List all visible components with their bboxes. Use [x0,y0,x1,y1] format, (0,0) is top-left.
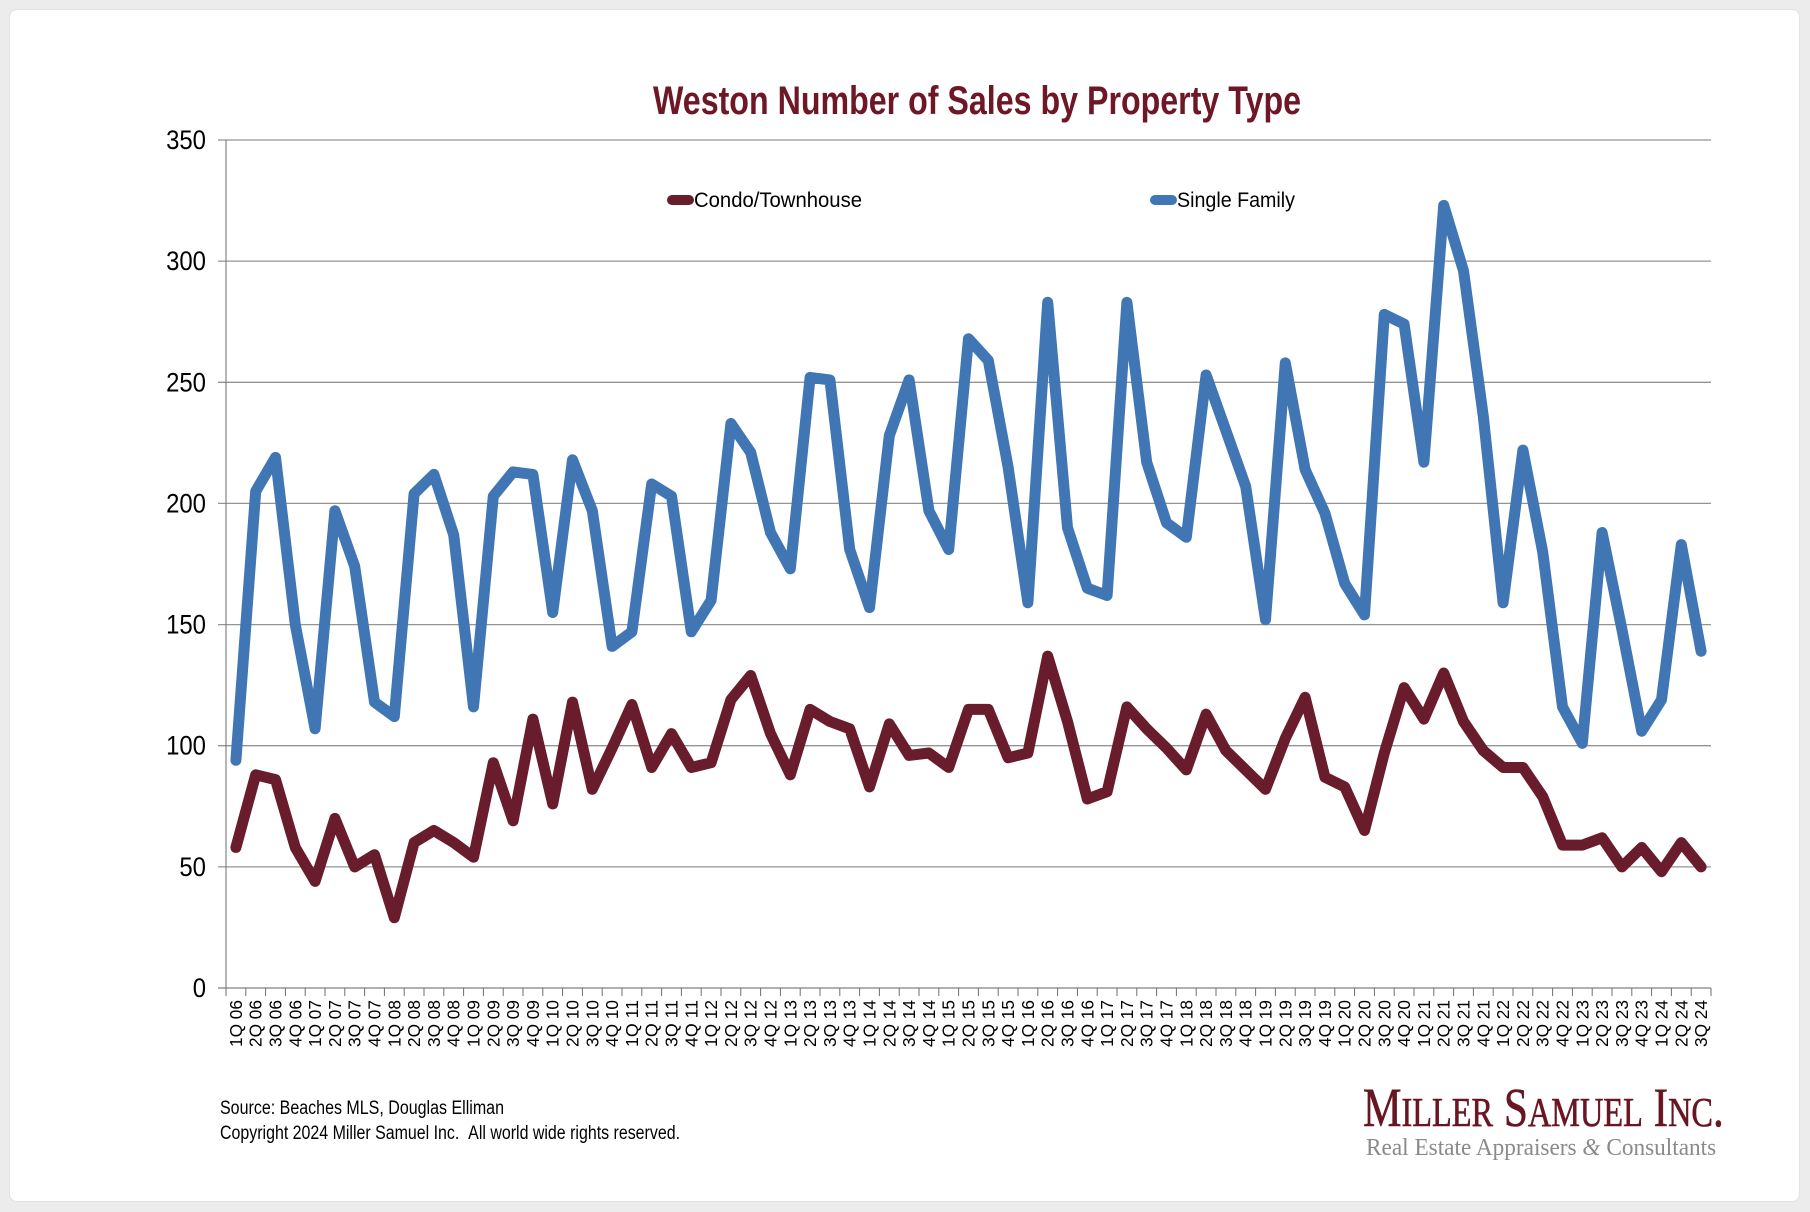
svg-text:4Q 23: 4Q 23 [1632,1000,1652,1047]
svg-text:1Q 17: 1Q 17 [1097,1000,1117,1047]
svg-text:2Q 21: 2Q 21 [1434,1000,1454,1047]
svg-text:3Q 22: 3Q 22 [1533,1000,1553,1047]
svg-text:2Q 20: 2Q 20 [1355,1000,1375,1047]
svg-text:1Q 08: 1Q 08 [384,1000,404,1047]
svg-text:4Q 10: 4Q 10 [602,1000,622,1047]
svg-text:1Q 15: 1Q 15 [939,1000,959,1047]
svg-text:2Q 07: 2Q 07 [325,1000,345,1047]
svg-text:3Q 19: 3Q 19 [1295,1000,1315,1047]
svg-text:1Q 20: 1Q 20 [1335,1000,1355,1047]
svg-text:2Q 14: 2Q 14 [879,1000,899,1047]
svg-text:350: 350 [166,125,206,155]
svg-text:100: 100 [166,731,206,761]
svg-text:4Q 15: 4Q 15 [998,1000,1018,1047]
svg-text:1Q 21: 1Q 21 [1414,1000,1434,1047]
svg-text:3Q 07: 3Q 07 [345,1000,365,1047]
svg-text:1Q 09: 1Q 09 [464,1000,484,1047]
svg-text:4Q 22: 4Q 22 [1553,1000,1573,1047]
svg-text:1Q 06: 1Q 06 [226,1000,246,1047]
svg-text:1Q 10: 1Q 10 [543,1000,563,1047]
svg-text:3Q 10: 3Q 10 [582,1000,602,1047]
svg-text:Real Estate Appraisers & Consu: Real Estate Appraisers & Consultants [1366,1135,1716,1161]
svg-text:3Q 15: 3Q 15 [978,1000,998,1047]
svg-text:1Q 12: 1Q 12 [701,1000,721,1047]
svg-text:3Q 09: 3Q 09 [503,1000,523,1047]
svg-text:2Q 17: 2Q 17 [1117,1000,1137,1047]
svg-text:1Q 13: 1Q 13 [780,1000,800,1047]
svg-text:3Q 14: 3Q 14 [899,1000,919,1047]
svg-text:MILLER SAMUEL INC.: MILLER SAMUEL INC. [1363,1077,1724,1138]
svg-text:4Q 12: 4Q 12 [761,1000,781,1047]
svg-text:1Q 18: 1Q 18 [1176,1000,1196,1047]
svg-text:3Q 12: 3Q 12 [741,1000,761,1047]
svg-text:4Q 14: 4Q 14 [919,1000,939,1047]
svg-text:2Q 09: 2Q 09 [483,1000,503,1047]
svg-text:1Q 19: 1Q 19 [1256,1000,1276,1047]
svg-text:1Q 22: 1Q 22 [1493,1000,1513,1047]
svg-text:1Q 14: 1Q 14 [860,1000,880,1047]
svg-text:3Q 21: 3Q 21 [1454,1000,1474,1047]
svg-text:4Q 21: 4Q 21 [1473,1000,1493,1047]
svg-text:2Q 12: 2Q 12 [721,1000,741,1047]
svg-text:4Q 13: 4Q 13 [840,1000,860,1047]
svg-text:0: 0 [193,973,206,1003]
svg-text:3Q 20: 3Q 20 [1374,1000,1394,1047]
svg-text:3Q 24: 3Q 24 [1691,1000,1711,1047]
svg-text:3Q 16: 3Q 16 [1058,1000,1078,1047]
svg-text:1Q 07: 1Q 07 [305,1000,325,1047]
svg-text:2Q 19: 2Q 19 [1275,1000,1295,1047]
svg-text:2Q 23: 2Q 23 [1592,1000,1612,1047]
svg-text:3Q 08: 3Q 08 [424,1000,444,1047]
svg-text:3Q 17: 3Q 17 [1137,1000,1157,1047]
svg-text:4Q 17: 4Q 17 [1157,1000,1177,1047]
svg-text:4Q 18: 4Q 18 [1236,1000,1256,1047]
svg-text:2Q 24: 2Q 24 [1671,1000,1691,1047]
svg-text:1Q 16: 1Q 16 [1018,1000,1038,1047]
svg-text:1Q 23: 1Q 23 [1572,1000,1592,1047]
svg-text:2Q 13: 2Q 13 [800,1000,820,1047]
svg-text:Weston Number of Sales by Prop: Weston Number of Sales by Property Type [653,79,1301,123]
svg-text:Single Family: Single Family [1177,189,1295,212]
svg-text:4Q 08: 4Q 08 [444,1000,464,1047]
svg-text:4Q 06: 4Q 06 [285,1000,305,1047]
svg-text:50: 50 [179,852,206,882]
svg-text:3Q 23: 3Q 23 [1612,1000,1632,1047]
svg-text:2Q 11: 2Q 11 [642,1000,662,1047]
svg-text:Copyright 2024 Miller Samuel I: Copyright 2024 Miller Samuel Inc. All wo… [220,1123,680,1144]
svg-text:2Q 15: 2Q 15 [959,1000,979,1047]
svg-text:4Q 07: 4Q 07 [365,1000,385,1047]
svg-text:4Q 11: 4Q 11 [681,1000,701,1047]
svg-text:2Q 10: 2Q 10 [563,1000,583,1047]
svg-text:300: 300 [166,246,206,276]
svg-text:4Q 20: 4Q 20 [1394,1000,1414,1047]
svg-text:3Q 13: 3Q 13 [820,1000,840,1047]
svg-text:250: 250 [166,367,206,397]
svg-text:2Q 18: 2Q 18 [1196,1000,1216,1047]
svg-text:200: 200 [166,488,206,518]
svg-text:4Q 19: 4Q 19 [1315,1000,1335,1047]
svg-text:2Q 06: 2Q 06 [246,1000,266,1047]
svg-text:3Q 11: 3Q 11 [662,1000,682,1047]
svg-text:1Q 24: 1Q 24 [1652,1000,1672,1047]
svg-text:4Q 16: 4Q 16 [1077,1000,1097,1047]
svg-text:1Q 11: 1Q 11 [622,1000,642,1047]
svg-text:3Q 18: 3Q 18 [1216,1000,1236,1047]
svg-text:Condo/Townhouse: Condo/Townhouse [694,189,862,212]
svg-text:4Q 09: 4Q 09 [523,1000,543,1047]
svg-text:2Q 22: 2Q 22 [1513,1000,1533,1047]
svg-text:Source: Beaches MLS, Douglas E: Source: Beaches MLS, Douglas Elliman [220,1098,504,1119]
svg-text:3Q 06: 3Q 06 [266,1000,286,1047]
svg-text:2Q 08: 2Q 08 [404,1000,424,1047]
svg-text:150: 150 [166,610,206,640]
svg-text:2Q 16: 2Q 16 [1038,1000,1058,1047]
